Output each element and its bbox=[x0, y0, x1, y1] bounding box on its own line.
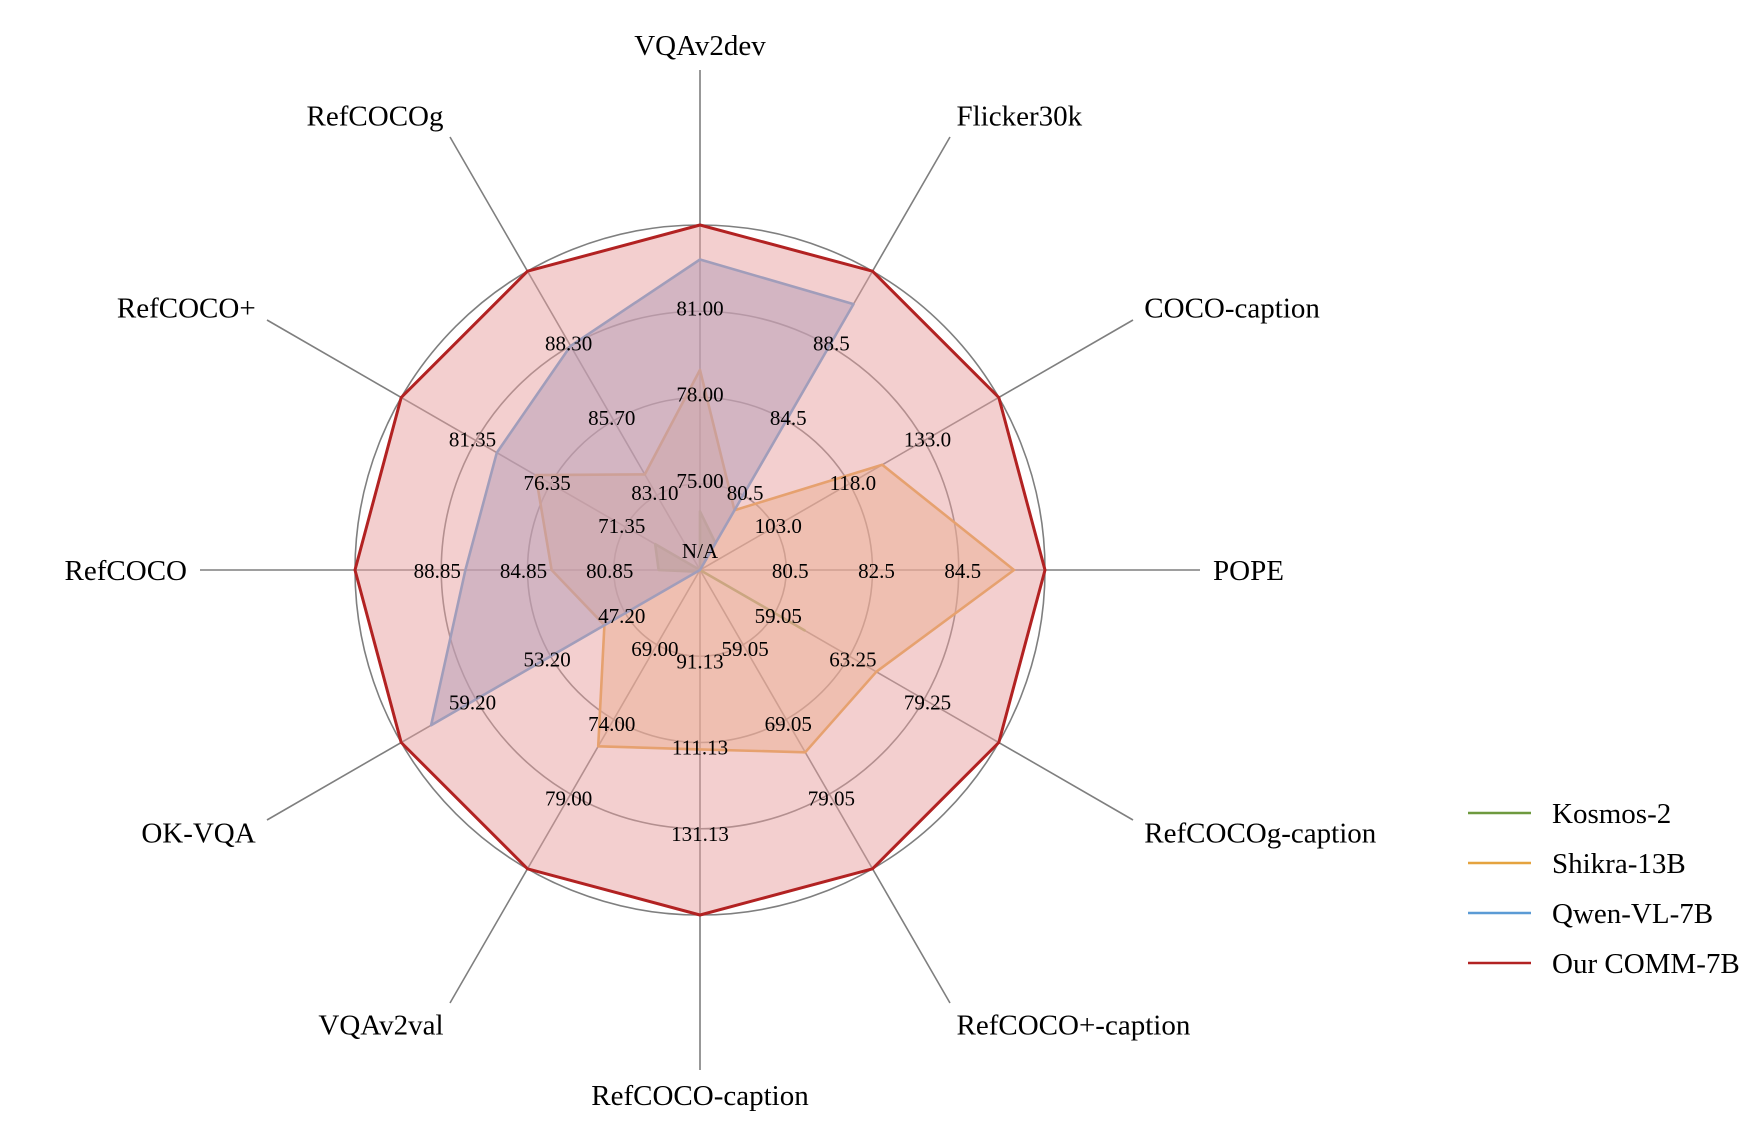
radar-series bbox=[353, 223, 1047, 917]
tick-label: 63.25 bbox=[829, 647, 876, 671]
tick-label: 84.85 bbox=[500, 559, 547, 583]
tick-label: 71.35 bbox=[598, 514, 645, 538]
axis-label-refcocog: RefCOCOg bbox=[307, 100, 444, 132]
tick-label: 75.00 bbox=[676, 469, 723, 493]
tick-label: 59.20 bbox=[449, 690, 496, 714]
tick-label: 69.00 bbox=[631, 637, 678, 661]
tick-label: N/A bbox=[682, 539, 719, 563]
tick-label: 91.13 bbox=[676, 649, 723, 673]
tick-label: 47.20 bbox=[598, 604, 645, 628]
tick-label: 59.05 bbox=[721, 637, 768, 661]
series-our-comm-7b bbox=[353, 223, 1047, 917]
tick-labels: N/A 75.00 78.00 81.00 80.5 84.5 88.5 103.0 118.0… bbox=[414, 296, 982, 846]
tick-label: 81.35 bbox=[449, 428, 496, 452]
tick-label: 80.85 bbox=[586, 559, 633, 583]
axis-label-refcoco-caption: RefCOCO-caption bbox=[591, 1080, 809, 1112]
tick-label: 79.00 bbox=[545, 787, 592, 811]
tick-label: 82.5 bbox=[858, 559, 895, 583]
legend-label-kosmos-2: Kosmos-2 bbox=[1552, 798, 1671, 830]
axis-label-refcocog-caption: RefCOCOg-caption bbox=[1144, 818, 1376, 850]
axis-label-vqav2dev: VQAv2dev bbox=[634, 30, 766, 62]
tick-label: 79.05 bbox=[808, 787, 855, 811]
tick-label: 88.85 bbox=[414, 559, 461, 583]
tick-label: 69.05 bbox=[765, 712, 812, 736]
axis-label-ok-vqa: OK-VQA bbox=[141, 818, 255, 850]
axis-label-refcoco-: RefCOCO+ bbox=[117, 293, 256, 325]
tick-label: 111.13 bbox=[672, 736, 728, 760]
axis-label-coco-caption: COCO-caption bbox=[1144, 293, 1320, 325]
tick-label: 80.5 bbox=[727, 481, 764, 505]
tick-label: 118.0 bbox=[830, 471, 876, 495]
axis-label-flicker30k: Flicker30k bbox=[957, 100, 1083, 132]
tick-label: 53.20 bbox=[523, 647, 570, 671]
tick-label: 74.00 bbox=[588, 712, 635, 736]
axis-label-vqav2val: VQAv2val bbox=[318, 1010, 443, 1042]
tick-label: 103.0 bbox=[755, 514, 802, 538]
axis-label-refcoco-caption: RefCOCO+-caption bbox=[957, 1010, 1191, 1042]
tick-label: 133.0 bbox=[904, 428, 951, 452]
tick-label: 81.00 bbox=[676, 296, 723, 320]
tick-label: 131.13 bbox=[671, 822, 729, 846]
tick-label: 84.5 bbox=[770, 406, 807, 430]
tick-label: 78.00 bbox=[676, 383, 723, 407]
tick-label: 80.5 bbox=[772, 559, 809, 583]
legend-label-our-comm-7b: Our COMM-7B bbox=[1552, 948, 1740, 980]
tick-label: 59.05 bbox=[755, 604, 802, 628]
tick-label: 84.5 bbox=[944, 559, 981, 583]
legend-label-qwen-vl-7b: Qwen-VL-7B bbox=[1552, 898, 1713, 930]
tick-label: 76.35 bbox=[523, 471, 570, 495]
axis-label-pope: POPE bbox=[1213, 555, 1284, 587]
tick-label: 88.30 bbox=[545, 332, 592, 356]
tick-label: 85.70 bbox=[588, 406, 635, 430]
tick-label: 79.25 bbox=[904, 690, 951, 714]
legend-label-shikra-13b: Shikra-13B bbox=[1552, 848, 1686, 880]
legend: Kosmos-2 Shikra-13B Qwen-VL-7B Our COMM-7B bbox=[1468, 798, 1740, 980]
tick-label: 83.10 bbox=[631, 481, 678, 505]
axis-labels: VQAv2dev Flicker30k COCO-caption POPE RefCOC… bbox=[65, 30, 1377, 1112]
tick-label: 88.5 bbox=[813, 332, 850, 356]
axis-label-refcoco: RefCOCO bbox=[65, 555, 187, 587]
